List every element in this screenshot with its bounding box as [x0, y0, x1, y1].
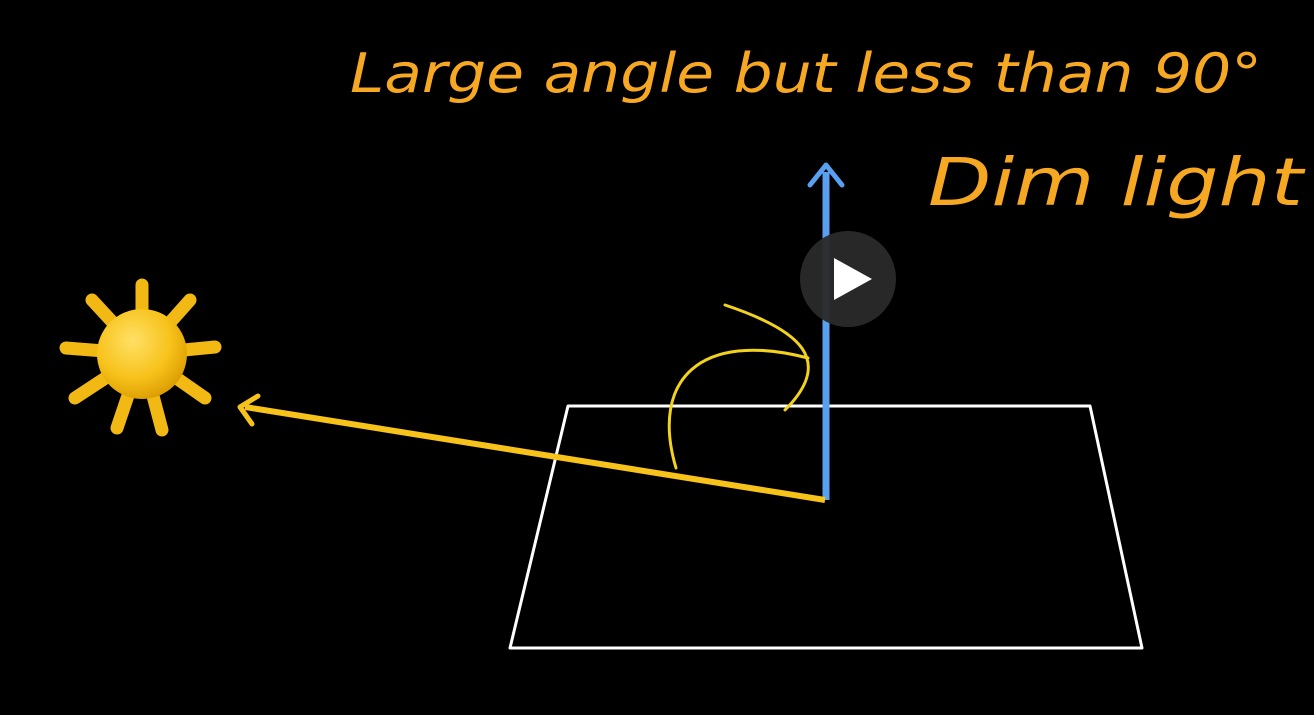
annotation-right: Dim light — [928, 144, 1306, 221]
surface — [508, 404, 1144, 650]
sun — [59, 278, 222, 437]
light-vector — [237, 393, 826, 503]
play-button[interactable] — [800, 231, 896, 327]
normal-vector — [807, 162, 845, 500]
angle-arc — [667, 303, 810, 470]
annotation-top: Large angle but less than 90° — [350, 42, 1262, 105]
